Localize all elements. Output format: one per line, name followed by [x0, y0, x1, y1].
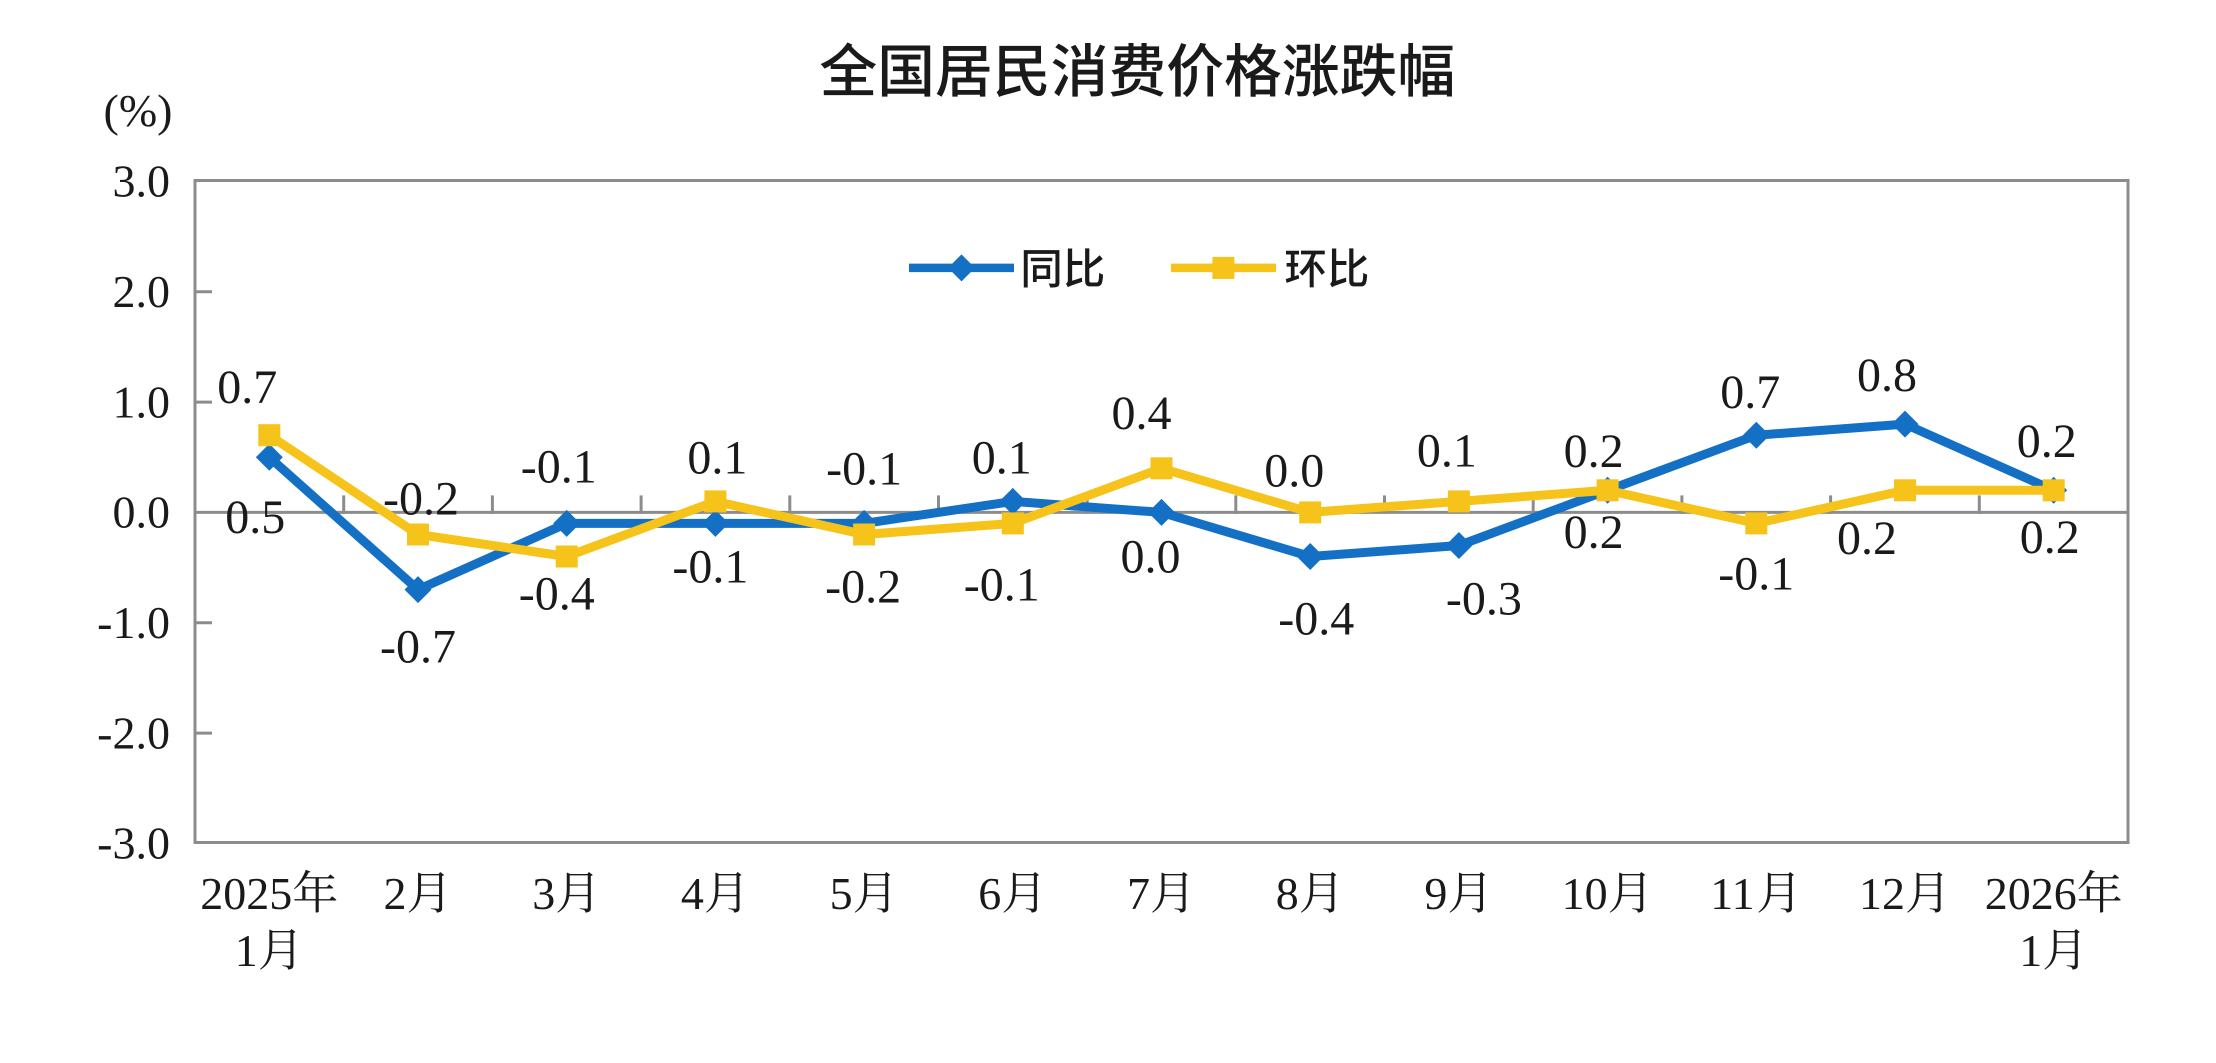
svg-text:-1.0: -1.0	[97, 597, 170, 648]
svg-text:-0.2: -0.2	[825, 560, 901, 613]
svg-text:-0.1: -0.1	[521, 440, 597, 493]
svg-text:-2.0: -2.0	[97, 707, 170, 758]
svg-text:-0.1: -0.1	[672, 540, 748, 593]
svg-text:3: 3	[532, 868, 555, 919]
svg-text:0.2: 0.2	[1564, 425, 1624, 478]
svg-text:10: 10	[1562, 868, 1608, 919]
svg-text:2025: 2025	[200, 868, 292, 919]
svg-text:0.8: 0.8	[1857, 349, 1917, 402]
svg-text:-0.4: -0.4	[519, 567, 595, 620]
svg-text:-0.7: -0.7	[380, 621, 456, 674]
svg-text:11: 11	[1710, 868, 1754, 919]
svg-text:-0.4: -0.4	[1278, 592, 1354, 645]
svg-text:0.4: 0.4	[1112, 387, 1172, 440]
svg-text:2: 2	[384, 868, 407, 919]
svg-text:0.0: 0.0	[1121, 530, 1181, 583]
svg-text:(%): (%)	[104, 85, 173, 136]
svg-text:2026: 2026	[1985, 868, 2077, 919]
svg-text:0.1: 0.1	[687, 431, 747, 484]
svg-text:-0.3: -0.3	[1446, 572, 1522, 625]
svg-text:0.2: 0.2	[2017, 415, 2077, 468]
svg-text:0.7: 0.7	[217, 361, 277, 414]
svg-text:0.2: 0.2	[1837, 512, 1897, 565]
svg-text:-0.1: -0.1	[964, 558, 1040, 611]
svg-text:0.0: 0.0	[1264, 444, 1324, 497]
svg-text:0.0: 0.0	[113, 487, 171, 538]
svg-text:-0.1: -0.1	[826, 442, 902, 495]
svg-text:0.2: 0.2	[2020, 511, 2080, 564]
svg-text:0.1: 0.1	[972, 431, 1032, 484]
svg-text:-0.1: -0.1	[1718, 547, 1794, 600]
svg-text:3.0: 3.0	[113, 156, 171, 207]
svg-text:7: 7	[1127, 868, 1150, 919]
svg-text:5: 5	[830, 868, 853, 919]
svg-text:0.5: 0.5	[225, 491, 285, 544]
svg-text:2.0: 2.0	[113, 266, 171, 317]
svg-text:1.0: 1.0	[113, 376, 171, 427]
svg-text:9: 9	[1424, 868, 1447, 919]
svg-text:1: 1	[235, 925, 258, 976]
svg-text:4: 4	[681, 868, 704, 919]
svg-text:-0.2: -0.2	[383, 472, 459, 525]
svg-text:8: 8	[1276, 868, 1299, 919]
svg-text:6: 6	[978, 868, 1001, 919]
svg-text:-3.0: -3.0	[97, 818, 170, 869]
svg-text:12: 12	[1859, 868, 1905, 919]
svg-text:0.2: 0.2	[1564, 506, 1624, 559]
svg-text:0.7: 0.7	[1720, 366, 1780, 419]
svg-text:1: 1	[2019, 925, 2042, 976]
svg-text:0.1: 0.1	[1417, 424, 1477, 477]
